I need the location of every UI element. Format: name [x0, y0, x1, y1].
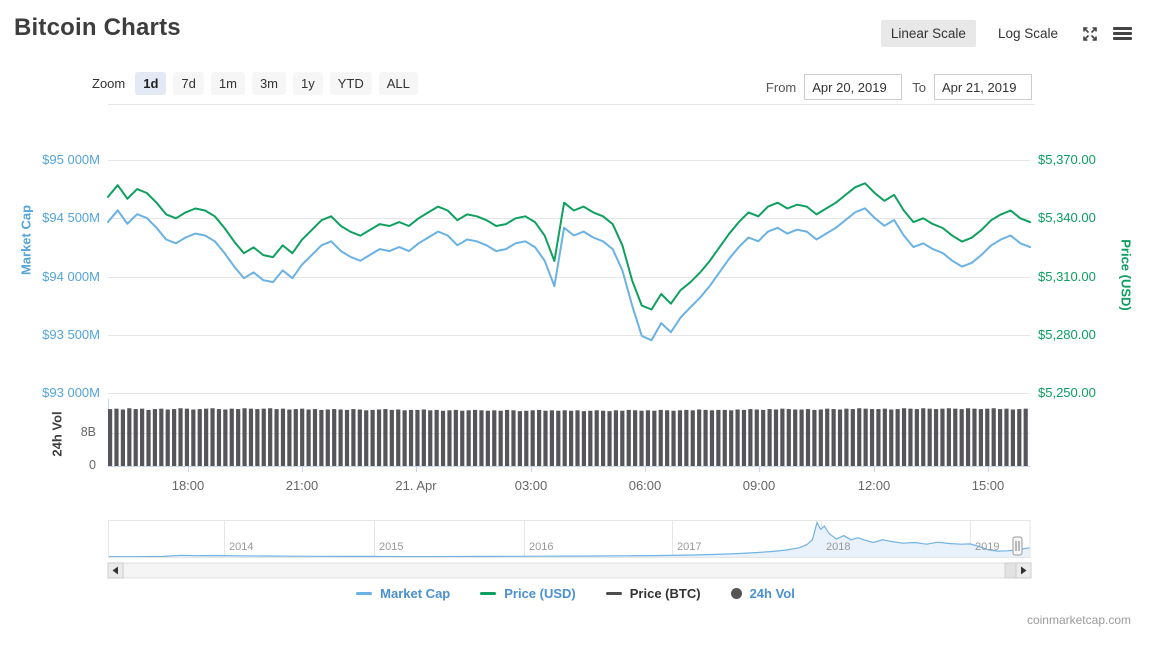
xtick: 21. Apr: [395, 478, 437, 493]
legend-item-price-usd[interactable]: Price (USD): [480, 586, 576, 601]
ytick-marketcap: $94 000M: [42, 269, 100, 284]
scrollbar-right-button[interactable]: [1015, 562, 1032, 579]
to-date-input[interactable]: [934, 74, 1032, 100]
range-button-1d[interactable]: 1d: [135, 72, 167, 95]
legend-item-market-cap[interactable]: Market Cap: [356, 586, 450, 601]
gridlines: [108, 160, 1030, 434]
ytick-marketcap: $94 500M: [42, 210, 100, 225]
xtick: 06:00: [628, 478, 662, 493]
ytick-price: $5,370.00: [1038, 152, 1096, 167]
range-button-1y[interactable]: 1y: [293, 72, 323, 95]
linear-scale-button[interactable]: Linear Scale: [880, 20, 976, 47]
log-scale-button[interactable]: Log Scale: [997, 26, 1058, 41]
range-button-ytd[interactable]: YTD: [329, 72, 372, 95]
navigator-handle[interactable]: [1012, 536, 1023, 556]
zoom-label: Zoom: [92, 76, 126, 91]
xtick: 09:00: [742, 478, 776, 493]
range-button-7d[interactable]: 7d: [173, 72, 204, 95]
scrollbar-track[interactable]: [107, 562, 1032, 579]
legend: Market Cap Price (USD) Price (BTC) 24h V…: [0, 586, 1151, 601]
legend-label: 24h Vol: [749, 586, 795, 601]
page-title: Bitcoin Charts: [14, 14, 181, 41]
navigator-line-series: [107, 520, 1031, 558]
xtick: 15:00: [971, 478, 1005, 493]
market-cap-legend-marker: [356, 592, 373, 595]
ytick-marketcap: $95 000M: [42, 152, 100, 167]
volume-legend-marker: [730, 588, 742, 599]
navigator-year: 2019: [975, 541, 1000, 553]
range-button-all[interactable]: ALL: [378, 72, 418, 95]
navigator-year: 2016: [529, 541, 554, 553]
xtick: 12:00: [857, 478, 891, 493]
market-cap-series-line: [107, 207, 1031, 342]
vtick-8b: 8B: [80, 425, 96, 439]
fullscreen-icon[interactable]: [1080, 24, 1100, 44]
range-button-1m[interactable]: 1m: [210, 72, 245, 95]
price-axis-title: Price (USD): [1118, 239, 1134, 311]
ytick-price: $5,340.00: [1038, 210, 1096, 225]
scrollbar-left-button[interactable]: [107, 562, 124, 579]
navigator-year: 2018: [826, 541, 851, 553]
xtick: 03:00: [514, 478, 548, 493]
to-label: To: [912, 79, 926, 95]
scrollbar[interactable]: [107, 562, 1032, 579]
ytick-marketcap: $93 500M: [42, 327, 100, 342]
chart-canvas[interactable]: [0, 100, 1151, 580]
navigator-year: 2017: [677, 541, 702, 553]
legend-label: Market Cap: [380, 586, 451, 601]
marketcap-axis-title: Market Cap: [18, 204, 34, 276]
scrollbar-thumb[interactable]: [1004, 562, 1017, 579]
navigator-year: 2015: [379, 541, 404, 553]
price-usd-legend-marker: [480, 592, 497, 595]
header-controls: Linear Scale Log Scale: [880, 20, 1132, 47]
volume-bars-series: [108, 408, 1028, 466]
zoom-range-selector: Zoom 1d 7d 1m 3m 1y YTD ALL: [92, 72, 425, 95]
price-btc-legend-marker: [605, 592, 622, 595]
ytick-marketcap: $93 000M: [42, 385, 100, 400]
date-range-controls: From To: [766, 74, 1032, 100]
xtick: 18:00: [171, 478, 205, 493]
watermark: coinmarketcap.com: [1026, 613, 1131, 627]
legend-label: Price (BTC): [629, 586, 701, 601]
ytick-price: $5,280.00: [1038, 327, 1096, 342]
price-usd-series-line: [107, 182, 1031, 311]
ytick-price: $5,310.00: [1038, 269, 1096, 284]
legend-item-24h-vol[interactable]: 24h Vol: [730, 586, 795, 601]
legend-label: Price (USD): [504, 586, 576, 601]
navigator-outline: [108, 520, 1031, 558]
xtick: 21:00: [285, 478, 319, 493]
chart-context-menu-icon[interactable]: [1112, 24, 1132, 44]
navigator-year: 2014: [229, 541, 254, 553]
from-date-input[interactable]: [804, 74, 903, 100]
navigator-area-series: [108, 522, 1030, 557]
ytick-price: $5,250.00: [1038, 385, 1096, 400]
vtick-0: 0: [89, 458, 96, 472]
navigator[interactable]: [107, 520, 1031, 558]
range-button-3m[interactable]: 3m: [251, 72, 286, 95]
legend-item-price-btc[interactable]: Price (BTC): [605, 586, 701, 601]
from-label: From: [765, 79, 797, 95]
